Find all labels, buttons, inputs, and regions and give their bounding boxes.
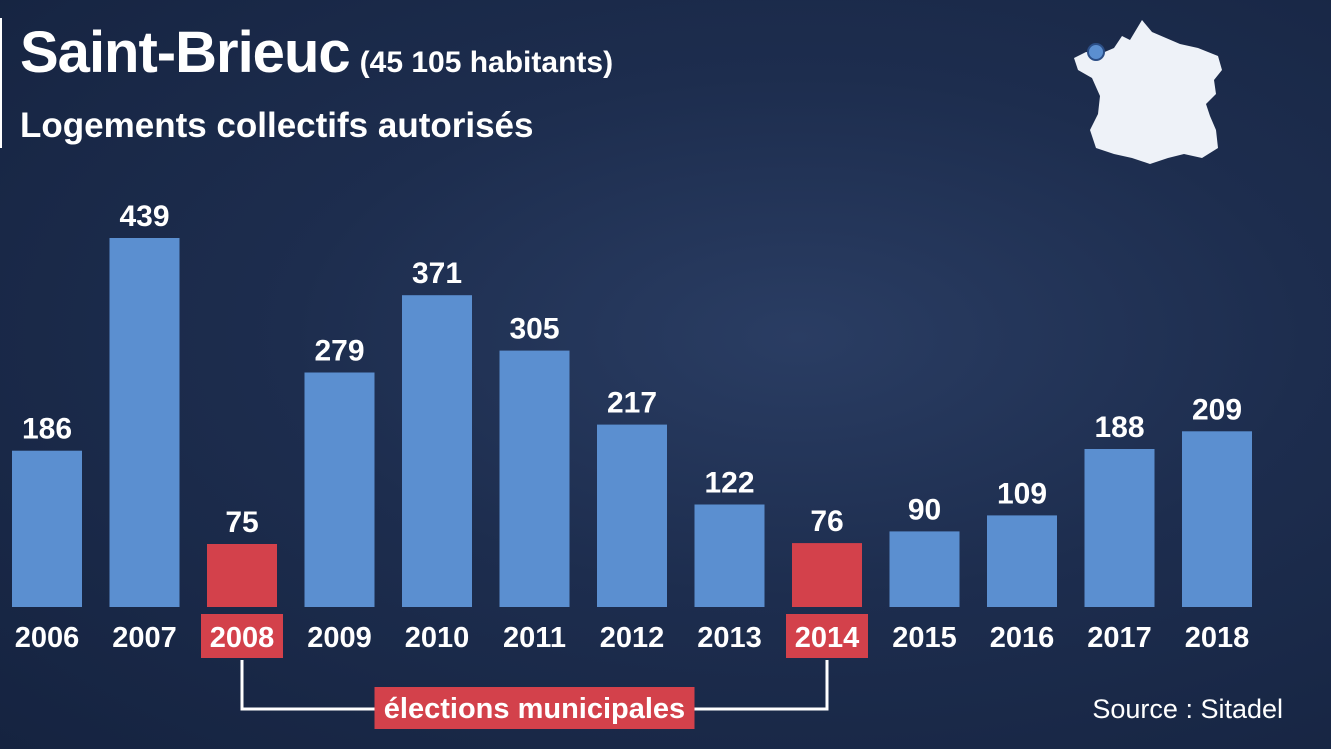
- bar-2009: [304, 372, 375, 607]
- data-label-2011: 305: [509, 313, 559, 346]
- x-tick-label-2006: 2006: [15, 622, 80, 654]
- data-label-2013: 122: [704, 467, 754, 500]
- x-tick-label-2009: 2009: [307, 622, 372, 654]
- x-tick-label-2016: 2016: [990, 622, 1055, 654]
- chart-title: Saint-Brieuc (45 105 habitants): [20, 18, 613, 98]
- x-tick-label-2008: 2008: [210, 622, 275, 654]
- bar-2006: [12, 450, 82, 607]
- data-label-2016: 109: [997, 477, 1047, 510]
- year-highlight-2014: [786, 614, 868, 658]
- saint-brieuc-location-marker: [1087, 43, 1105, 61]
- x-tick-label-2017: 2017: [1087, 622, 1152, 654]
- bar-2012: [597, 424, 667, 607]
- chart-subtitle: Logements collectifs autorisés: [20, 106, 534, 145]
- x-tick-label-2012: 2012: [600, 622, 665, 654]
- x-tick-label-2010: 2010: [405, 622, 470, 654]
- annotation-label: élections municipales: [384, 693, 685, 725]
- x-tick-label-2018: 2018: [1185, 622, 1250, 654]
- year-highlight-2008: [201, 614, 283, 658]
- data-label-2017: 188: [1094, 411, 1144, 444]
- data-label-2015: 90: [908, 493, 941, 526]
- x-tick-label-2007: 2007: [112, 622, 177, 654]
- x-tick-label-2011: 2011: [503, 622, 566, 654]
- data-label-2012: 217: [607, 387, 657, 420]
- election-bracket: élections municipales: [240, 660, 829, 729]
- x-tick-label-2013: 2013: [697, 622, 762, 654]
- bars-layer: 186 2006 439 2007 75 2008 279 2009 371 2010 305 201…: [12, 200, 1252, 658]
- data-label-2009: 279: [314, 335, 364, 368]
- header: Saint-Brieuc (45 105 habitants) Logements…: [0, 18, 613, 148]
- data-label-2010: 371: [412, 257, 462, 290]
- data-label-2007: 439: [119, 200, 169, 233]
- bar-2017: [1084, 449, 1155, 607]
- data-label-2014: 76: [810, 505, 843, 538]
- france-map-icon: [1074, 20, 1222, 164]
- data-label-2008: 75: [225, 506, 258, 539]
- bar-2014: [792, 543, 862, 607]
- data-label-2018: 209: [1192, 393, 1242, 426]
- bar-2016: [987, 515, 1057, 607]
- bar-2007: [109, 238, 180, 607]
- bar-2018: [1182, 431, 1252, 607]
- x-tick-label-2014: 2014: [795, 622, 860, 654]
- annotation-label-background: [374, 687, 695, 729]
- data-label-2006: 186: [22, 413, 72, 446]
- population-label: (45 105 habitants): [359, 46, 614, 79]
- x-tick-label-2015: 2015: [892, 622, 957, 654]
- bar-2013: [694, 504, 765, 607]
- bar-2015: [889, 531, 960, 607]
- bar-2010: [402, 295, 472, 607]
- bar-2008: [207, 544, 277, 607]
- france-shape: [1074, 20, 1222, 164]
- city-name: Saint-Brieuc: [20, 20, 351, 85]
- source-label: Source : Sitadel: [1092, 694, 1283, 724]
- bar-2011: [499, 350, 570, 607]
